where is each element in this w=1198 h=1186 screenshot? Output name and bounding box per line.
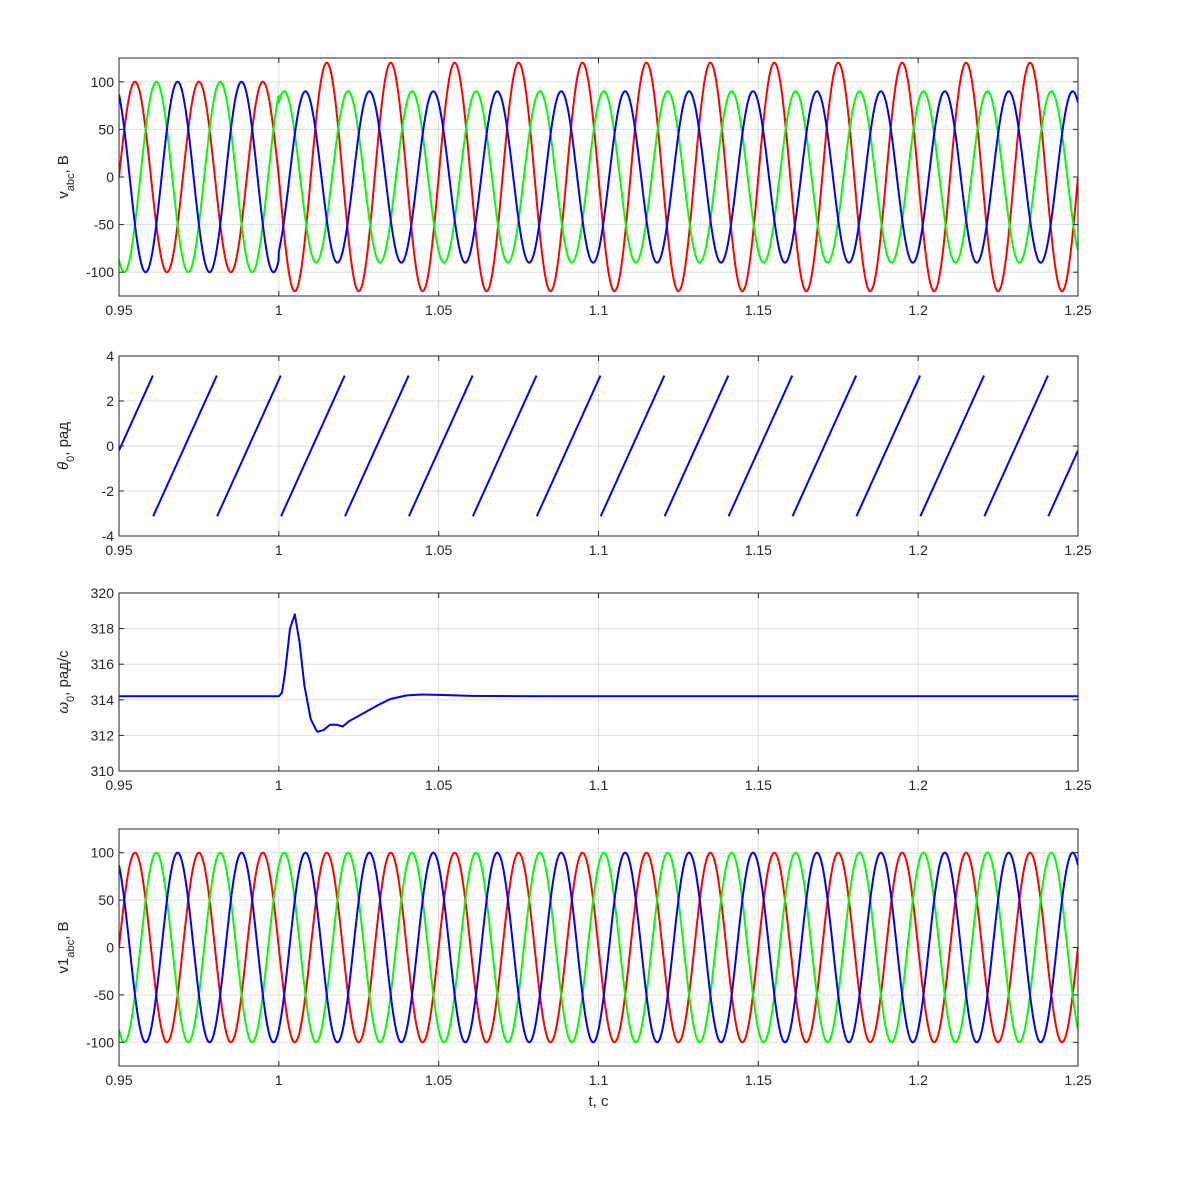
x-tick-label: 1.05 xyxy=(425,1072,452,1088)
y-tick-label: 314 xyxy=(91,692,115,708)
y-tick-label: -2 xyxy=(102,483,115,499)
y-axis-label: v1abc, В xyxy=(55,922,77,974)
y-axis-label-sub: abc xyxy=(65,173,77,191)
y-axis-label-sub: abc xyxy=(65,939,77,957)
x-tick-label: 1.15 xyxy=(745,542,772,558)
series-line-3 xyxy=(119,851,1078,1044)
y-tick-label: 310 xyxy=(91,763,115,779)
y-axis-label-suffix: , рад/с xyxy=(55,650,72,696)
x-tick-label: 1 xyxy=(275,542,283,558)
y-tick-label: -100 xyxy=(86,1034,114,1050)
y-tick-label: 4 xyxy=(106,348,114,364)
x-tick-label: 0.95 xyxy=(105,542,132,558)
x-tick-label: 1.1 xyxy=(589,777,609,793)
y-axis-label-suffix: , В xyxy=(55,922,72,940)
y-axis-label: ω0, рад/с xyxy=(55,650,77,714)
x-tick-label: 1.15 xyxy=(745,777,772,793)
y-axis-label-suffix: , рад xyxy=(55,422,72,456)
y-axis-label-main: v1 xyxy=(55,958,72,974)
y-tick-label: 2 xyxy=(106,393,114,409)
x-tick-label: 0.95 xyxy=(105,302,132,318)
y-tick-label: 316 xyxy=(91,656,115,672)
x-tick-label: 0.95 xyxy=(105,1072,132,1088)
x-tick-label: 1.2 xyxy=(908,302,928,318)
y-tick-label: 0 xyxy=(106,438,114,454)
x-axis-label: t, c xyxy=(588,1093,609,1110)
series-line-1 xyxy=(119,61,1078,293)
y-tick-label: -50 xyxy=(94,987,114,1003)
y-axis-label: θ0, рад xyxy=(55,422,77,470)
x-tick-label: 1.1 xyxy=(589,302,609,318)
x-tick-label: 1.1 xyxy=(589,1072,609,1088)
x-tick-label: 1.25 xyxy=(1064,542,1091,558)
y-tick-label: -4 xyxy=(102,528,115,544)
y-axis-label-suffix: , В xyxy=(55,155,72,173)
y-tick-label: 50 xyxy=(98,892,114,908)
subplot-4: 0.95 1 1.05 1.1 1.15 1.2 1.25 -100 -50 0 50 100 v1ab… xyxy=(55,828,1092,1110)
series-line-1 xyxy=(119,851,1078,1044)
y-tick-label: -50 xyxy=(94,217,114,233)
x-tick-label: 1.2 xyxy=(908,1072,928,1088)
series-line-1 xyxy=(119,375,1078,517)
series-line-3 xyxy=(119,80,1078,274)
x-tick-label: 1.2 xyxy=(908,777,928,793)
x-tick-label: 1.25 xyxy=(1064,777,1091,793)
series-line-2 xyxy=(119,851,1078,1044)
y-tick-label: 50 xyxy=(98,121,114,137)
y-axis-label-sub: 0 xyxy=(65,456,77,462)
series-line-2 xyxy=(119,80,1078,274)
y-tick-label: -100 xyxy=(86,264,114,280)
y-tick-label: 100 xyxy=(91,74,115,90)
y-tick-label: 0 xyxy=(106,169,114,185)
x-tick-label: 1.25 xyxy=(1064,1072,1091,1088)
x-tick-label: 1 xyxy=(275,302,283,318)
x-tick-label: 1 xyxy=(275,1072,283,1088)
x-tick-label: 1.05 xyxy=(425,542,452,558)
y-tick-label: 312 xyxy=(91,727,115,743)
y-tick-label: 100 xyxy=(91,845,115,861)
series-line-1 xyxy=(119,613,1078,733)
y-tick-label: 318 xyxy=(91,621,115,637)
y-tick-label: 0 xyxy=(106,940,114,956)
y-tick-label: 320 xyxy=(91,585,115,601)
x-tick-label: 1.2 xyxy=(908,542,928,558)
x-tick-label: 1.15 xyxy=(745,1072,772,1088)
x-tick-label: 1.05 xyxy=(425,777,452,793)
y-axis-label: vabc, В xyxy=(55,155,77,199)
y-axis-label-sub: 0 xyxy=(65,696,77,702)
x-tick-label: 1 xyxy=(275,777,283,793)
subplot-1: 0.95 1 1.05 1.1 1.15 1.2 1.25 -100 -50 0 50 100 vabc… xyxy=(55,57,1092,318)
y-axis-label-main: v xyxy=(55,191,72,199)
x-tick-label: 1.05 xyxy=(425,302,452,318)
x-tick-label: 1.1 xyxy=(589,542,609,558)
y-axis-label-main: θ xyxy=(55,462,72,470)
x-tick-label: 1.25 xyxy=(1064,302,1091,318)
y-axis-label-main: ω xyxy=(55,702,72,714)
subplot-3: 0.95 1 1.05 1.1 1.15 1.2 1.25 310 312 314 316 318 32… xyxy=(55,585,1092,793)
x-tick-label: 0.95 xyxy=(105,777,132,793)
x-tick-label: 1.15 xyxy=(745,302,772,318)
